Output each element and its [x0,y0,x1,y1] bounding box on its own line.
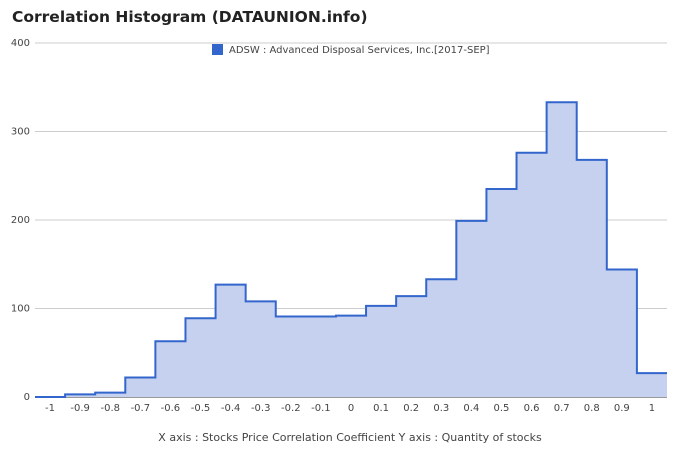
x-tick-label: 0 [348,403,354,414]
x-tick-label: 0.7 [554,403,570,414]
x-tick-label: -0.4 [221,403,241,414]
legend-label: ADSW : Advanced Disposal Services, Inc.[… [229,45,490,56]
x-tick-label: 0.8 [584,403,600,414]
y-tick-label: 0 [24,392,30,403]
legend-swatch [212,44,223,55]
legend: ADSW : Advanced Disposal Services, Inc.[… [212,44,490,56]
x-tick-label: 0.6 [524,403,540,414]
x-tick-label: -0.8 [100,403,120,414]
x-tick-label: -0.1 [311,403,331,414]
x-tick-label: -0.5 [191,403,211,414]
x-tick-label: -1 [45,403,55,414]
x-tick-label: 0.9 [614,403,630,414]
x-tick-label: 0.2 [403,403,419,414]
x-tick-label: 0.4 [463,403,479,414]
histogram-area [35,101,667,398]
histogram-fill [35,102,667,398]
y-tick-label: 200 [11,215,30,226]
y-tick-label: 100 [11,304,30,315]
y-tick-label: 300 [11,127,30,138]
chart-title: Correlation Histogram (DATAUNION.info) [12,8,368,26]
x-tick-label: -0.2 [281,403,301,414]
x-tick-label: 0.1 [373,403,389,414]
x-tick-label: 1 [649,403,655,414]
x-tick-label: -0.6 [161,403,181,414]
histogram-line [35,101,667,398]
axis-caption: X axis : Stocks Price Correlation Coeffi… [158,431,542,444]
x-tick-label: -0.3 [251,403,271,414]
x-tick-label: 0.5 [494,403,510,414]
y-axis-ticks: 0 100 200 300 400 [11,38,30,403]
x-tick-label: 0.3 [433,403,449,414]
y-tick-label: 400 [11,38,30,49]
x-tick-label: -0.7 [131,403,151,414]
x-tick-label: -0.9 [70,403,90,414]
x-axis-ticks: -1 -0.9 -0.8 -0.7 -0.6 -0.5 -0.4 -0.3 -0.2 -0.1 0 0… [45,403,655,414]
